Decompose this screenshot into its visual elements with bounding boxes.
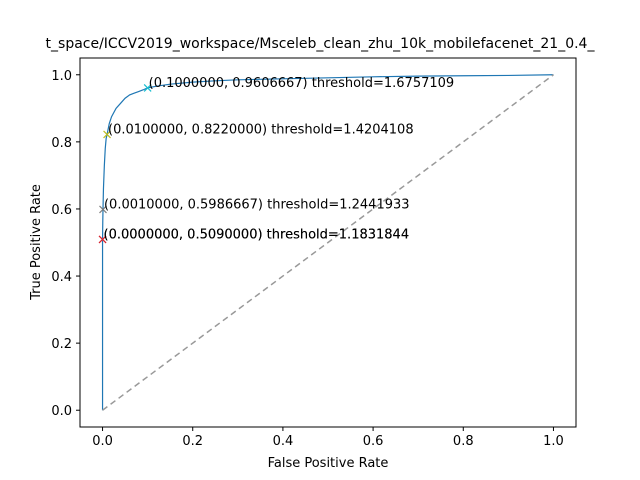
threshold-marker	[99, 205, 107, 214]
plot-area	[79, 57, 577, 428]
x-tick-label: 0.4	[273, 434, 294, 449]
chart-title: t_space/ICCV2019_workspace/Msceleb_clean…	[46, 36, 596, 52]
x-axis-label: False Positive Rate	[268, 456, 389, 471]
y-tick-label: 0.2	[51, 337, 72, 352]
series-layer	[101, 74, 554, 411]
threshold-annotation: (0.0000000, 0.5090000) threshold=1.18318…	[104, 227, 410, 242]
x-tick-label: 0.8	[453, 434, 474, 449]
threshold-marker	[103, 130, 111, 139]
diagonal-reference-line	[102, 74, 554, 411]
y-tick-label: 0.4	[51, 270, 72, 285]
x-tick-label: 0.6	[363, 434, 384, 449]
roc-curve-line	[101, 74, 554, 411]
threshold-marker	[98, 235, 107, 244]
y-axis-label: True Positive Rate	[29, 184, 44, 301]
x-tick-label: 0.2	[182, 434, 203, 449]
threshold-annotation: (0.0100000, 0.8220000) threshold=1.42041…	[108, 122, 414, 137]
threshold-annotation: (0.0010000, 0.5986667) threshold=1.24419…	[104, 197, 410, 212]
x-tick-label: 1.0	[543, 434, 564, 449]
threshold-annotation: (0.0000000, 0.5090000) threshold=1.18318…	[104, 227, 410, 242]
threshold-marker	[143, 84, 152, 92]
y-tick-label: 0.6	[51, 203, 72, 218]
x-tick-label: 0.0	[92, 434, 113, 449]
y-tick-label: 0.0	[51, 404, 72, 419]
marker-layer: (0.0000000, 0.5090000) threshold=1.18318…	[98, 76, 455, 244]
plot-frame	[79, 57, 577, 428]
axis-ticks: 0.0 0.2 0.4 0.6 0.8 1.0 0.0 0.2 0.4 0.6 0.8 1.0	[51, 69, 563, 449]
threshold-annotation: (0.1000000, 0.9606667) threshold=1.67571…	[149, 76, 455, 91]
y-tick-label: 0.8	[51, 136, 72, 151]
y-tick-label: 1.0	[51, 69, 72, 84]
